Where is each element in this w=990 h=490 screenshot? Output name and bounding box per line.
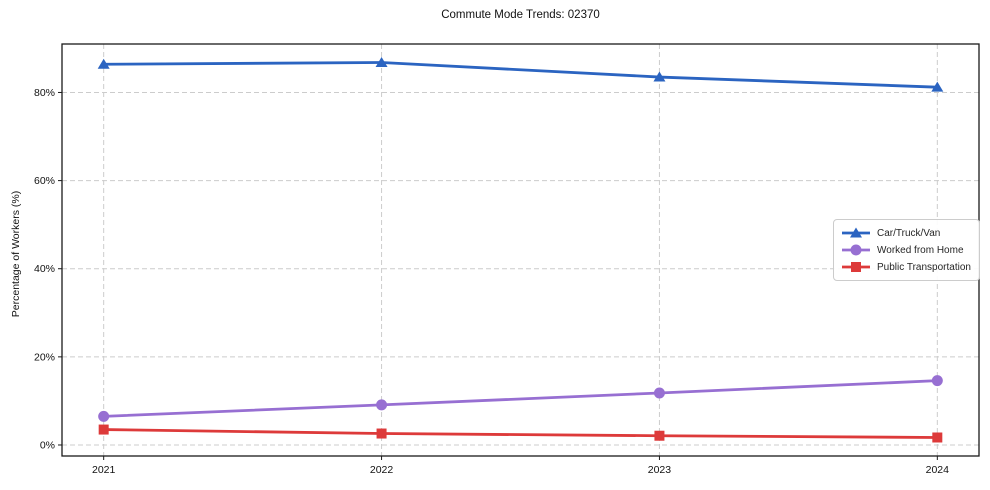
legend: Car/Truck/Van Worked from Home Public Tr… (833, 219, 980, 281)
square-marker-icon (98, 424, 109, 435)
series-car-truck-van (97, 57, 944, 92)
circle-marker-icon (98, 410, 110, 422)
y-tick-label: 40% (34, 263, 55, 275)
x-tick-label: 2023 (648, 464, 672, 476)
x-tick-label: 2022 (370, 464, 394, 476)
legend-label: Worked from Home (877, 244, 964, 256)
series-line-car-truck-van (102, 61, 939, 89)
chart-title: Commute Mode Trends: 02370 (441, 9, 600, 21)
circle-marker-icon (653, 387, 665, 399)
circle-marker-icon (931, 375, 943, 387)
gridlines (62, 44, 979, 456)
axis-tick-labels: 2021 2022 2023 2024 0% 20% 40% 60% 80% (34, 87, 949, 476)
legend-sample-graphic (842, 227, 870, 238)
square-marker-icon (376, 428, 387, 439)
triangle-marker-icon (931, 81, 944, 92)
y-tick-label: 60% (34, 175, 55, 187)
circle-marker-icon (850, 244, 862, 256)
triangle-marker-icon (97, 58, 110, 69)
legend-label: Public Transportation (877, 261, 971, 273)
legend-item-car-truck-van: Car/Truck/Van (841, 226, 971, 240)
y-tick-label: 80% (34, 87, 55, 99)
circle-marker-icon (376, 399, 388, 411)
legend-marker-circle-icon (841, 243, 871, 257)
legend-sample-graphic (842, 244, 870, 256)
triangle-marker-icon (850, 227, 862, 238)
legend-sample-graphic (842, 262, 870, 272)
axis-ticks (58, 91, 938, 460)
legend-label: Car/Truck/Van (877, 227, 941, 239)
square-marker-icon (851, 262, 861, 272)
y-tick-label: 0% (40, 439, 55, 451)
legend-marker-triangle-icon (841, 226, 871, 240)
series-line-worked-from-home (102, 379, 939, 418)
x-tick-label: 2024 (926, 464, 950, 476)
square-marker-icon (654, 430, 665, 441)
series-worked-from-home (98, 375, 943, 422)
triangle-marker-icon (653, 71, 666, 82)
series-public-transportation (98, 424, 943, 443)
legend-item-worked-from-home: Worked from Home (841, 243, 971, 257)
y-tick-label: 20% (34, 351, 55, 363)
x-tick-label: 2021 (92, 464, 116, 476)
triangle-marker-icon (375, 57, 388, 68)
legend-marker-square-icon (841, 260, 871, 274)
square-marker-icon (932, 432, 943, 443)
series-line-public-transportation (102, 428, 939, 439)
legend-item-public-transportation: Public Transportation (841, 260, 971, 274)
